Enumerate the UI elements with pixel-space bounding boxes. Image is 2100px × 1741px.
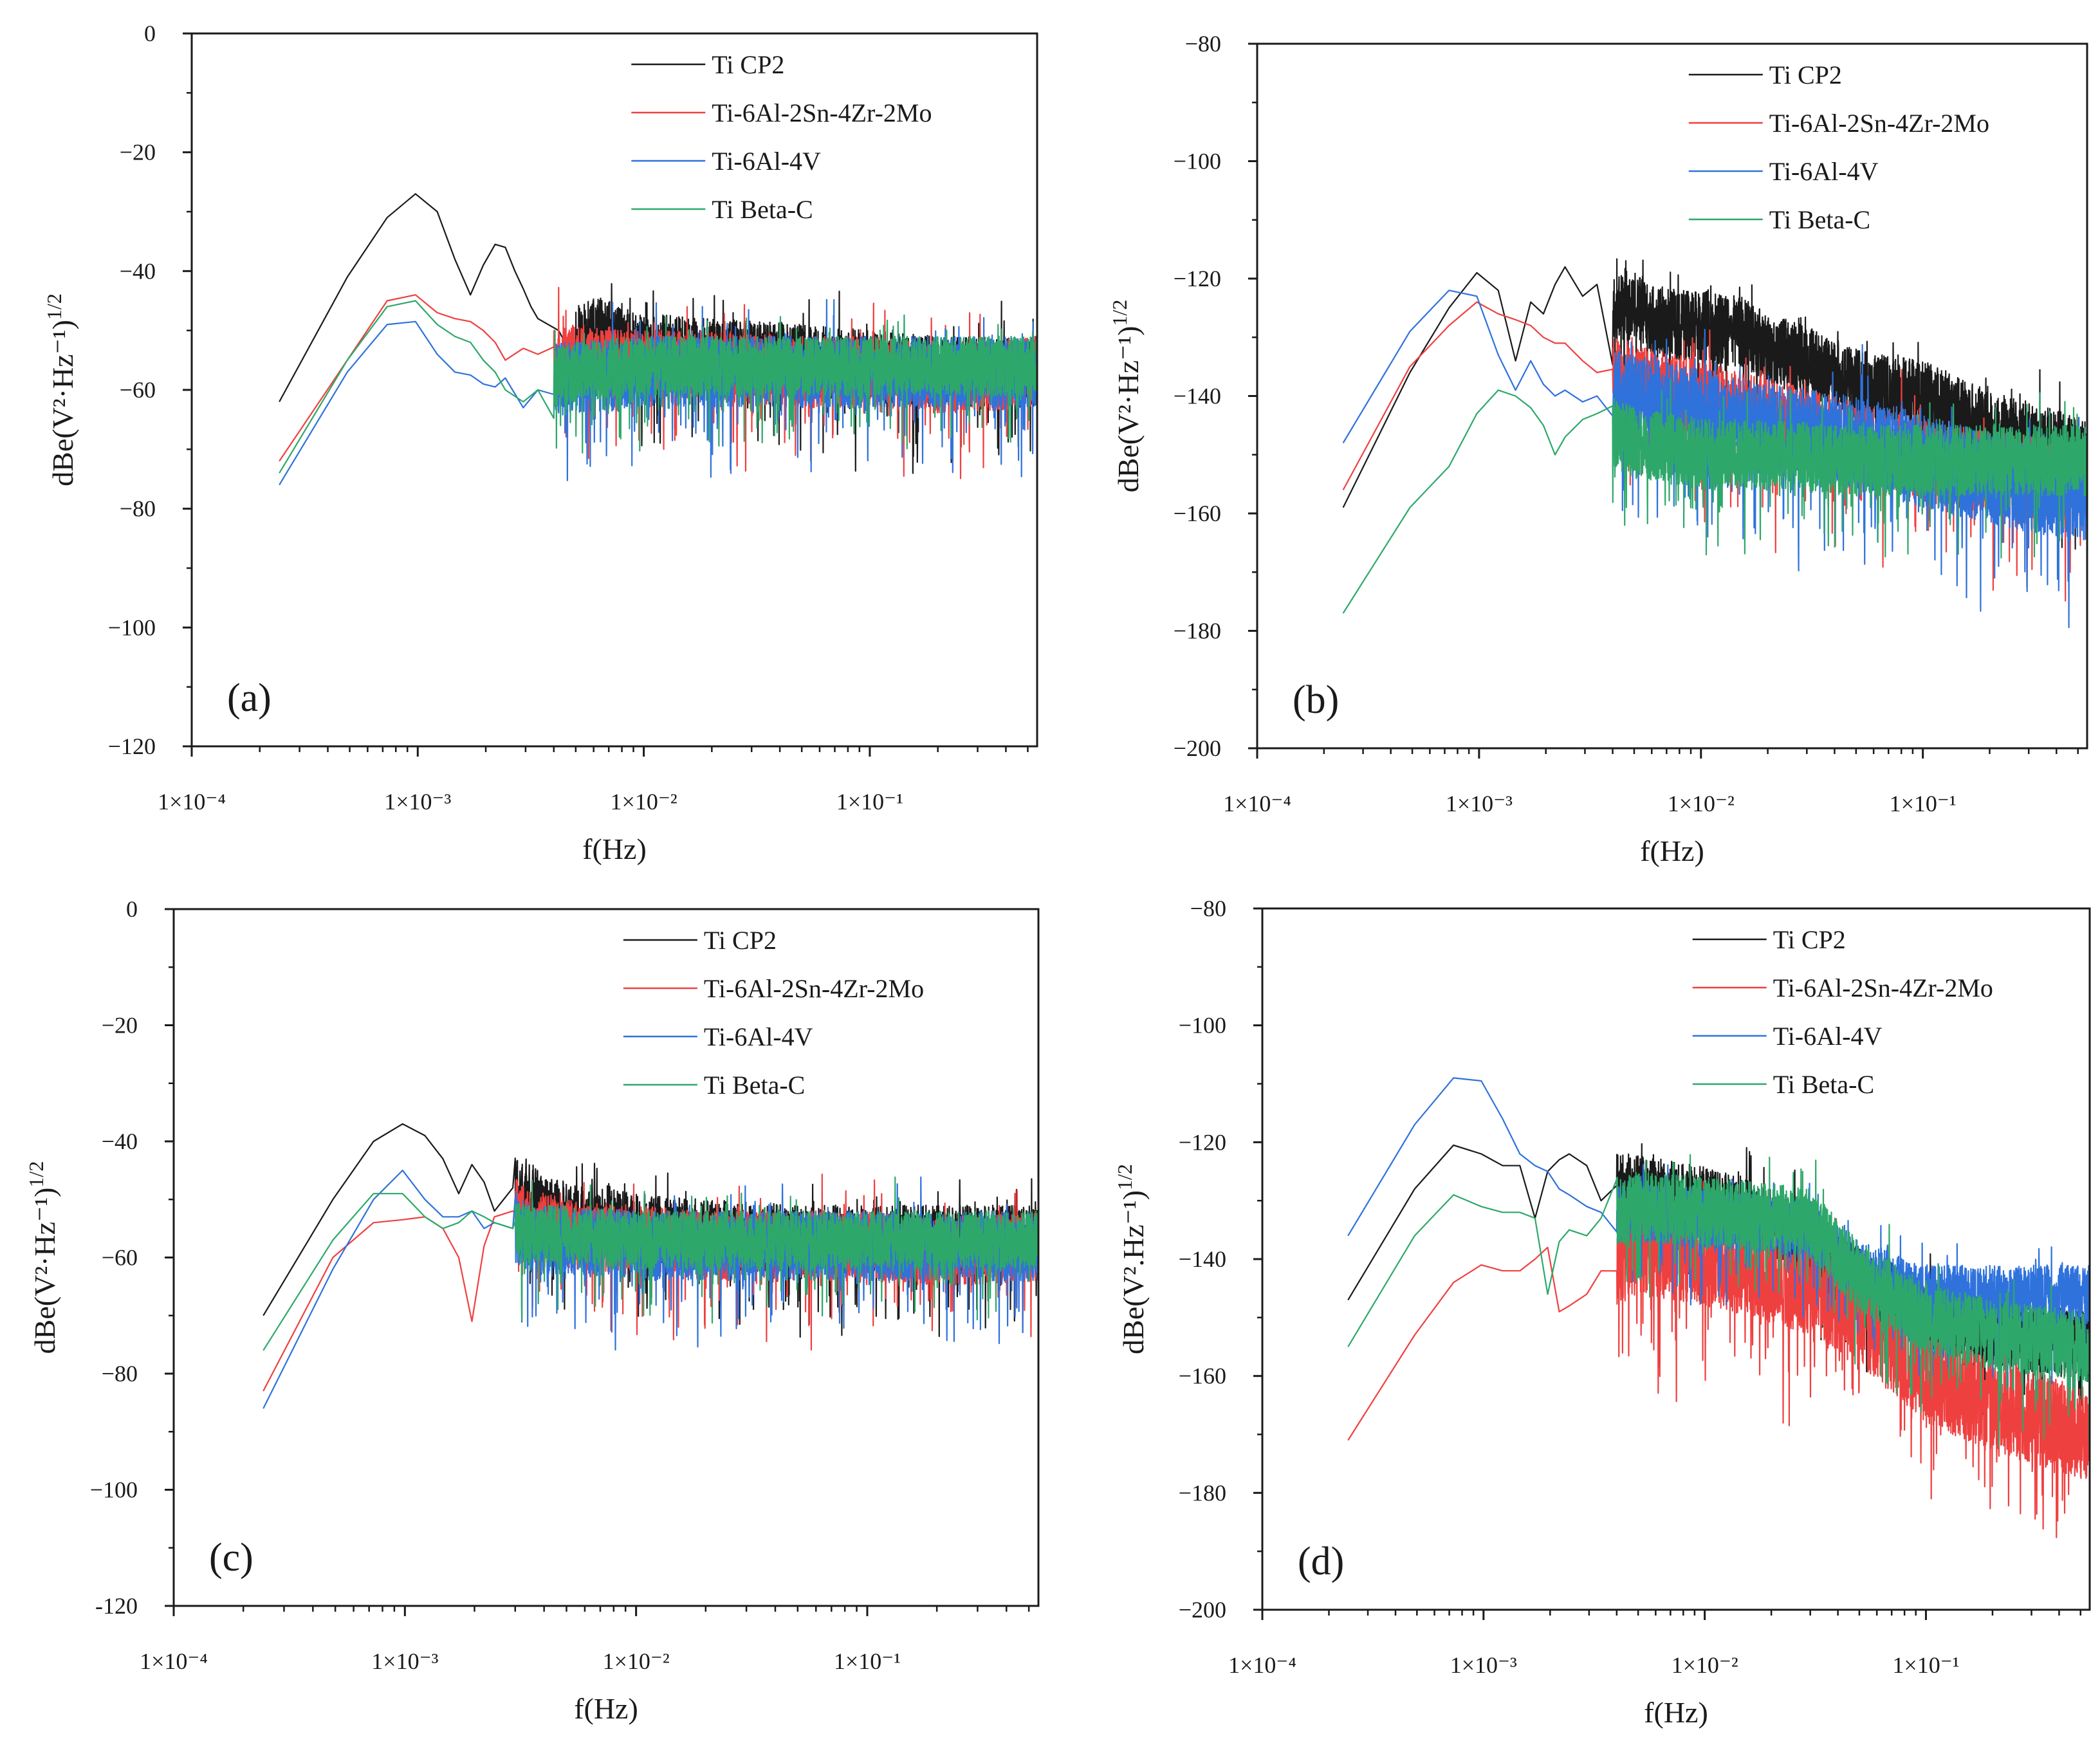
x-tick-label: 1×10⁻¹: [834, 1648, 901, 1674]
y-axis-title: dBe(V²·Hz⁻¹)1/2: [42, 293, 79, 486]
legend-label: Ti Beta-C: [704, 1071, 805, 1100]
y-tick-label: 0: [126, 896, 138, 922]
y-tick-label: −80: [102, 1361, 138, 1386]
y-tick-label: −40: [120, 258, 156, 284]
legend-label: Ti-6Al-4V: [712, 147, 821, 176]
chart-panel-c: 0 −20 −40 −60 −80 −100 -120 1×10⁻⁴ 1×10⁻³ 1×10⁻² 1…: [24, 896, 1040, 1725]
y-tick-label: −140: [1179, 1246, 1226, 1272]
legend-label: Ti-6Al-2Sn-4Zr-2Mo: [712, 98, 932, 127]
series-line-ti-beta-c: [279, 300, 1037, 474]
chart-panel-a: 0 −20 −40 −60 −80 −100 −120 1×10⁻⁴ 1×10⁻³ 1×10⁻² 1…: [42, 21, 1038, 865]
x-tick-label: 1×10⁻⁴: [1223, 791, 1291, 816]
legend-label: Ti-6Al-4V: [1773, 1022, 1883, 1051]
x-tick-label: 1×10⁻⁴: [140, 1648, 208, 1674]
y-tick-label: −100: [1179, 1013, 1226, 1038]
y-tick-label: −180: [1179, 1480, 1226, 1506]
series-line-ti-beta-c: [262, 1176, 1038, 1351]
x-tick-label: 1×10⁻⁴: [158, 789, 226, 815]
y-tick-label: −60: [120, 377, 156, 403]
legend-label: Ti CP2: [1773, 925, 1846, 954]
chart-panel-b: −80 −100 −120 −140 −160 −180 −200 1×10⁻⁴ 1×10⁻³ 1…: [1108, 31, 2088, 867]
y-tick-label: −200: [1174, 735, 1221, 761]
y-tick-label: −80: [1185, 31, 1221, 57]
y-tick-label: −100: [1174, 149, 1221, 174]
series-group: [1347, 1077, 2090, 1538]
series-line-ti-beta-c: [1347, 1154, 2090, 1448]
y-axis-title-superscript: 1/2: [42, 293, 66, 320]
chart-panel-d: −80 −100 −120 −140 −160 −180 −200 1×10⁻⁴ 1×10⁻³ 1…: [1113, 896, 2091, 1729]
series-group: [262, 1123, 1038, 1409]
x-tick-label: 1×10⁻¹: [836, 789, 903, 815]
panel-label: (a): [227, 676, 272, 720]
y-tick-label: −200: [1179, 1597, 1226, 1623]
x-tick-label: 1×10⁻²: [611, 789, 677, 815]
legend-label: Ti-6Al-2Sn-4Zr-2Mo: [1773, 973, 1993, 1002]
x-tick-label: 1×10⁻¹: [1892, 1652, 1959, 1678]
legend-label: Ti-6Al-4V: [1769, 157, 1879, 186]
x-tick-label: 1×10⁻²: [603, 1648, 670, 1674]
y-tick-label: −80: [1190, 896, 1226, 921]
y-tick-label: −160: [1174, 501, 1221, 526]
x-tick-label: 1×10⁻²: [1668, 791, 1735, 816]
panel-label: (d): [1298, 1540, 1344, 1583]
legend-label: Ti-6Al-4V: [704, 1022, 813, 1051]
x-tick-label: 1×10⁻³: [371, 1648, 438, 1674]
legend-label: Ti CP2: [704, 926, 777, 955]
y-axis-title-main: dBe(V²·Hz⁻¹): [46, 320, 79, 486]
x-axis-title: f(Hz): [582, 833, 647, 865]
series-line-ti-beta-c: [1342, 378, 2087, 614]
x-tick-label: 1×10⁻²: [1672, 1652, 1738, 1678]
legend-label: Ti Beta-C: [1773, 1070, 1874, 1099]
legend: Ti CP2 Ti-6Al-2Sn-4Zr-2Mo Ti-6Al-4V Ti Beta…: [623, 926, 924, 1100]
y-tick-label: −40: [102, 1128, 138, 1154]
y-axis-title: dBe(V².Hz⁻¹)1/2: [1113, 1164, 1150, 1354]
y-tick-label: −180: [1174, 618, 1221, 644]
y-tick-label: −100: [108, 614, 156, 640]
x-axis-title: f(Hz): [1640, 834, 1704, 867]
y-tick-label: −120: [1174, 266, 1221, 291]
series-line-ti-6al-2sn-4zr-2mo: [1347, 1181, 2090, 1538]
y-tick-label: −160: [1179, 1363, 1226, 1389]
legend-label: Ti-6Al-2Sn-4Zr-2Mo: [704, 974, 924, 1003]
legend-label: Ti CP2: [1769, 60, 1842, 89]
y-tick-label: −20: [120, 140, 156, 165]
legend-label: Ti-6Al-2Sn-4Zr-2Mo: [1769, 109, 1989, 138]
legend: Ti CP2 Ti-6Al-2Sn-4Zr-2Mo Ti-6Al-4V Ti Beta…: [1688, 60, 1989, 234]
y-axis-title: dBe(V²·Hz⁻¹)1/2: [1108, 300, 1145, 493]
y-axis-title-superscript: 1/2: [1108, 300, 1131, 326]
x-axis-title: f(Hz): [574, 1692, 638, 1725]
y-axis-title-superscript: 1/2: [1113, 1164, 1136, 1190]
y-axis-title: dBe(V²·Hz⁻¹)1/2: [24, 1161, 61, 1354]
x-axis-title: f(Hz): [1644, 1696, 1708, 1729]
series-line-ti-cp2: [1342, 258, 2087, 550]
x-tick-label: 1×10⁻³: [384, 789, 451, 815]
y-axis-title-main: dBe(V²·Hz⁻¹): [1112, 326, 1145, 493]
x-tick-label: 1×10⁻³: [1446, 791, 1513, 816]
y-tick-label: −80: [120, 496, 156, 522]
y-axis-title-superscript: 1/2: [24, 1161, 48, 1188]
y-tick-label: −60: [102, 1245, 138, 1271]
y-tick-label: -120: [95, 1593, 138, 1619]
x-tick-label: 1×10⁻⁴: [1228, 1652, 1296, 1678]
series-group: [1342, 258, 2087, 629]
legend-label: Ti Beta-C: [712, 195, 813, 224]
y-axis-title-main: dBe(V².Hz⁻¹): [1117, 1190, 1150, 1354]
legend-label: Ti CP2: [712, 50, 784, 79]
x-tick-label: 1×10⁻¹: [1890, 791, 1957, 816]
y-tick-label: −100: [90, 1477, 138, 1503]
legend-label: Ti Beta-C: [1769, 205, 1870, 234]
y-tick-label: −140: [1174, 383, 1221, 409]
y-tick-label: −120: [108, 733, 156, 759]
x-tick-label: 1×10⁻³: [1450, 1652, 1517, 1678]
panel-label: (c): [209, 1536, 253, 1580]
y-tick-label: −20: [102, 1013, 138, 1038]
panel-label: (b): [1293, 678, 1339, 722]
legend: Ti CP2 Ti-6Al-2Sn-4Zr-2Mo Ti-6Al-4V Ti Beta…: [1692, 925, 1993, 1099]
y-axis-title-main: dBe(V²·Hz⁻¹): [28, 1188, 61, 1354]
y-tick-label: −120: [1179, 1129, 1226, 1155]
y-tick-label: 0: [144, 21, 156, 46]
legend: Ti CP2 Ti-6Al-2Sn-4Zr-2Mo Ti-6Al-4V Ti Beta…: [631, 50, 932, 224]
series-group: [279, 193, 1037, 486]
